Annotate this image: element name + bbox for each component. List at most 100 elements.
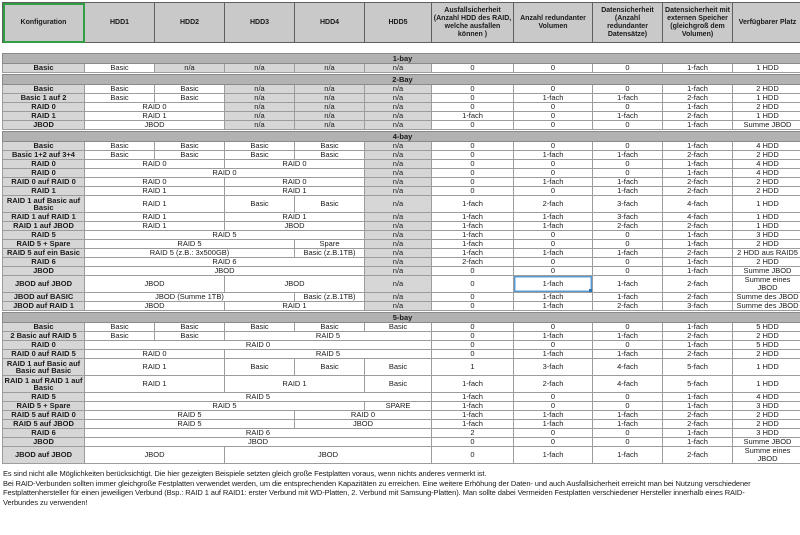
column-header-verfgbarer[interactable]: Verfügbarer Platz (733, 3, 800, 43)
hdd-cell[interactable]: n/a (365, 196, 432, 213)
column-header-ausfallsicherheit[interactable]: Ausfallsicherheit (Anzahl HDD des RAID, … (432, 3, 514, 43)
config-cell[interactable]: Basic (3, 85, 85, 94)
config-cell[interactable]: RAID 1 auf RAID 1 (3, 213, 85, 222)
stat-cell[interactable]: 1-fach (514, 151, 593, 160)
stat-cell[interactable]: 0 (514, 341, 593, 350)
hdd-cell[interactable]: Basic (295, 323, 365, 332)
stat-cell[interactable]: 0 (432, 142, 514, 151)
hdd-cell[interactable]: RAID 0 (225, 160, 365, 169)
hdd-cell[interactable]: n/a (295, 112, 365, 121)
hdd-cell[interactable]: RAID 1 (225, 187, 365, 196)
hdd-cell[interactable]: RAID 5 (85, 231, 365, 240)
hdd-cell[interactable]: JBOD (85, 302, 225, 311)
hdd-cell[interactable]: RAID 1 (85, 376, 225, 393)
column-header-hdd5[interactable]: HDD5 (365, 3, 432, 43)
hdd-cell[interactable]: n/a (365, 222, 432, 231)
hdd-cell[interactable]: n/a (365, 178, 432, 187)
stat-cell[interactable]: 0 (432, 103, 514, 112)
stat-cell[interactable]: 1 HDD (733, 112, 800, 121)
stat-cell[interactable]: 1-fach (593, 112, 663, 121)
config-cell[interactable]: RAID 1 (3, 112, 85, 121)
stat-cell[interactable]: 2-fach (663, 411, 733, 420)
stat-cell[interactable]: 0 (432, 332, 514, 341)
stat-cell[interactable]: 1 HDD (733, 376, 800, 393)
hdd-cell[interactable]: n/a (365, 276, 432, 293)
hdd-cell[interactable]: n/a (365, 293, 432, 302)
stat-cell[interactable]: 0 (593, 341, 663, 350)
column-header-datensicherheit[interactable]: Datensicherheit mit externen Speicher (g… (663, 3, 733, 43)
stat-cell[interactable]: 2-fach (663, 332, 733, 341)
stat-cell[interactable]: 0 (514, 142, 593, 151)
hdd-cell[interactable]: Basic (365, 323, 432, 332)
hdd-cell[interactable]: Basic (225, 151, 295, 160)
hdd-cell[interactable]: RAID 0 (85, 341, 432, 350)
stat-cell[interactable]: 1-fach (514, 350, 593, 359)
stat-cell[interactable]: 1-fach (514, 213, 593, 222)
config-cell[interactable]: 2 Basic auf RAID 5 (3, 332, 85, 341)
stat-cell[interactable]: 1-fach (514, 178, 593, 187)
hdd-cell[interactable]: n/a (365, 187, 432, 196)
stat-cell[interactable]: 2 HDD (733, 240, 800, 249)
hdd-cell[interactable]: Basic (295, 196, 365, 213)
hdd-cell[interactable]: Basic (85, 332, 155, 341)
hdd-cell[interactable]: RAID 6 (85, 258, 365, 267)
config-cell[interactable]: RAID 5 (3, 393, 85, 402)
hdd-cell[interactable]: n/a (225, 85, 295, 94)
stat-cell[interactable]: 1-fach (514, 94, 593, 103)
hdd-cell[interactable]: Basic (85, 85, 155, 94)
hdd-cell[interactable]: Basic (z.B.1TB) (295, 249, 365, 258)
config-cell[interactable]: RAID 1 auf Basic auf Basic (3, 196, 85, 213)
stat-cell[interactable]: 0 (432, 169, 514, 178)
stat-cell[interactable]: 0 (514, 240, 593, 249)
stat-cell[interactable]: 1-fach (514, 249, 593, 258)
hdd-cell[interactable]: JBOD (85, 447, 225, 464)
stat-cell[interactable]: 1-fach (663, 438, 733, 447)
stat-cell[interactable]: 1-fach (593, 249, 663, 258)
stat-cell[interactable]: 1-fach (593, 447, 663, 464)
stat-cell[interactable]: 0 (514, 103, 593, 112)
stat-cell[interactable]: 0 (514, 258, 593, 267)
hdd-cell[interactable]: Basic (295, 151, 365, 160)
stat-cell[interactable]: 0 (432, 276, 514, 293)
hdd-cell[interactable]: Basic (155, 142, 225, 151)
section-band-1-bay[interactable]: 1-bay (3, 54, 800, 64)
config-cell[interactable]: Basic 1+2 auf 3+4 (3, 151, 85, 160)
stat-cell[interactable]: 2-fach (663, 447, 733, 464)
stat-cell[interactable]: 1-fach (593, 293, 663, 302)
stat-cell[interactable]: 0 (514, 429, 593, 438)
stat-cell[interactable]: 5-fach (663, 359, 733, 376)
stat-cell[interactable]: 1-fach (432, 231, 514, 240)
stat-cell[interactable]: 1-fach (514, 222, 593, 231)
stat-cell[interactable]: 0 (593, 267, 663, 276)
config-cell[interactable]: Basic (3, 64, 85, 73)
hdd-cell[interactable]: RAID 0 (85, 350, 225, 359)
stat-cell[interactable]: 0 (593, 64, 663, 73)
stat-cell[interactable]: 0 (514, 267, 593, 276)
section-band-5-bay[interactable]: 5-bay (3, 313, 800, 323)
stat-cell[interactable]: 0 (514, 112, 593, 121)
stat-cell[interactable]: 0 (514, 187, 593, 196)
hdd-cell[interactable]: n/a (225, 64, 295, 73)
stat-cell[interactable]: 1-fach (432, 402, 514, 411)
config-cell[interactable]: JBOD auf JBOD (3, 276, 85, 293)
hdd-cell[interactable]: n/a (295, 121, 365, 130)
hdd-cell[interactable]: RAID 1 (85, 222, 225, 231)
stat-cell[interactable]: Summe des JBOD (733, 293, 800, 302)
hdd-cell[interactable]: n/a (365, 64, 432, 73)
stat-cell[interactable]: 2 HDD (733, 350, 800, 359)
hdd-cell[interactable]: JBOD (85, 438, 432, 447)
stat-cell[interactable]: 2-fach (663, 151, 733, 160)
stat-cell[interactable]: 1 HDD (733, 222, 800, 231)
stat-cell[interactable]: 0 (514, 85, 593, 94)
hdd-cell[interactable]: Basic (365, 359, 432, 376)
stat-cell[interactable]: 2-fach (514, 376, 593, 393)
hdd-cell[interactable]: n/a (365, 112, 432, 121)
stat-cell[interactable]: 2-fach (663, 420, 733, 429)
stat-cell[interactable]: 2 HDD (733, 258, 800, 267)
stat-cell[interactable]: 0 (593, 231, 663, 240)
stat-cell[interactable]: 1-fach (432, 420, 514, 429)
config-cell[interactable]: JBOD auf BASIC (3, 293, 85, 302)
hdd-cell[interactable]: Basic (295, 359, 365, 376)
stat-cell[interactable]: 0 (432, 151, 514, 160)
stat-cell[interactable]: 0 (432, 267, 514, 276)
